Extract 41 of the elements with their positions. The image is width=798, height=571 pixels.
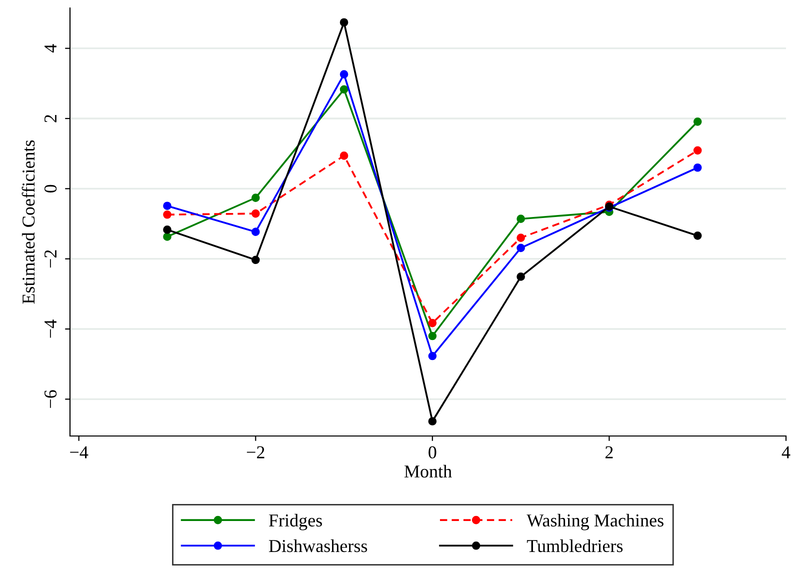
point (516, 244, 525, 252)
y-tick-label: 2 (44, 114, 56, 122)
x-tick-label: −4 (70, 446, 88, 458)
x-tick-label: 0 (428, 446, 436, 458)
point (693, 118, 702, 126)
point (251, 209, 260, 218)
x-tick-label: 4 (782, 446, 790, 458)
point (340, 85, 348, 94)
point (340, 152, 348, 160)
point (340, 70, 348, 78)
point (428, 318, 437, 328)
legend-label: Washing Machines (526, 514, 664, 530)
point (516, 272, 525, 281)
point (516, 234, 525, 242)
point (693, 146, 702, 155)
legend-label: Tumbledriers (526, 539, 623, 552)
legend-label: Fridges (268, 514, 322, 530)
point (163, 210, 172, 219)
legend-label: Dishwasherss (268, 539, 368, 552)
point (251, 228, 260, 236)
point (340, 18, 348, 27)
y-tick-label: 4 (44, 44, 56, 53)
point (251, 256, 260, 264)
y-tick-label: −4 (44, 320, 56, 338)
x-tick-label: 2 (605, 446, 613, 458)
y-tick-label: 0 (44, 184, 57, 192)
point (516, 214, 525, 224)
point (251, 194, 260, 202)
point (693, 163, 702, 172)
x-axis-title: Month (404, 464, 452, 478)
point (693, 232, 702, 240)
point (428, 332, 437, 340)
point (163, 232, 172, 241)
point (428, 352, 437, 360)
y-tick-label: −6 (44, 390, 57, 408)
point (428, 417, 437, 426)
point (163, 226, 172, 234)
y-tick-label: −2 (44, 250, 56, 268)
y-axis-title: Estimated Coefficients (22, 140, 35, 304)
point (163, 202, 172, 210)
x-tick-label: −2 (246, 446, 264, 458)
